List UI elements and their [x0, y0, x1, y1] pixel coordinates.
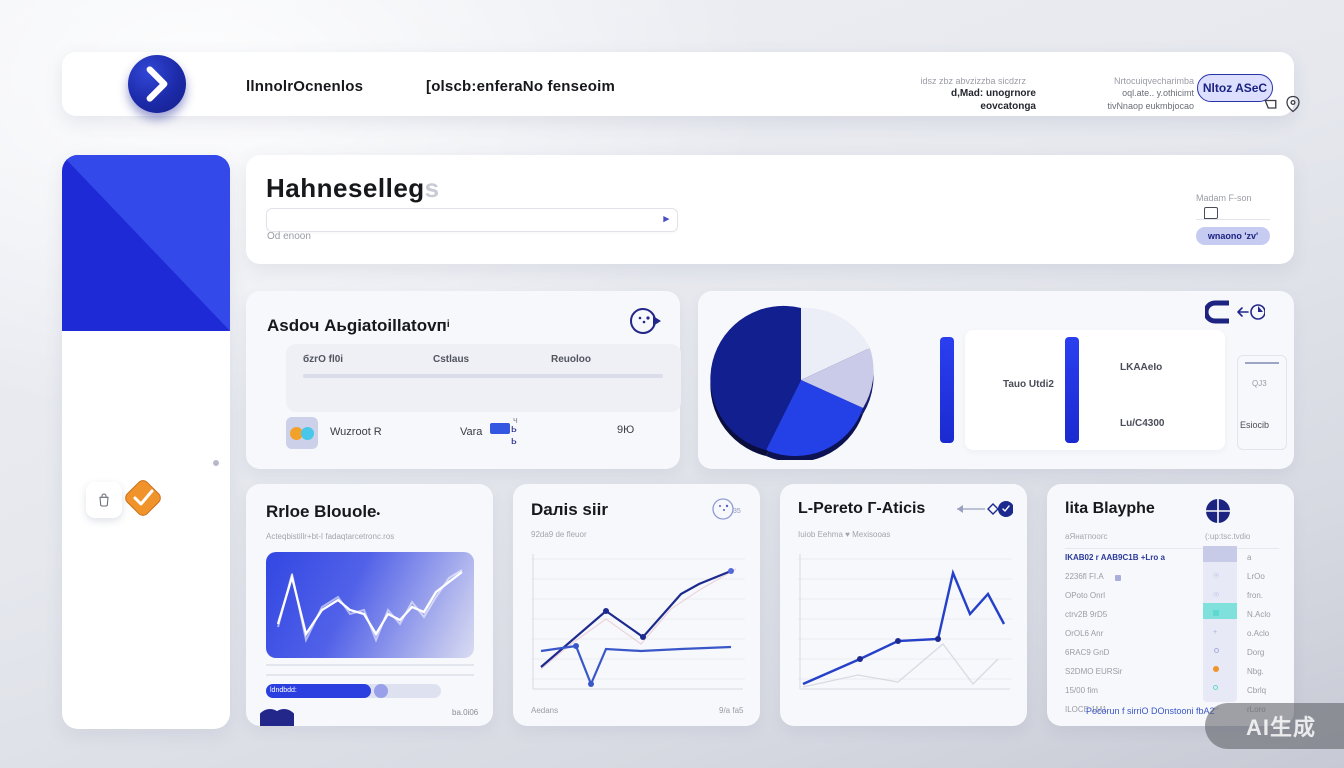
svg-text:35: 35: [733, 508, 741, 515]
